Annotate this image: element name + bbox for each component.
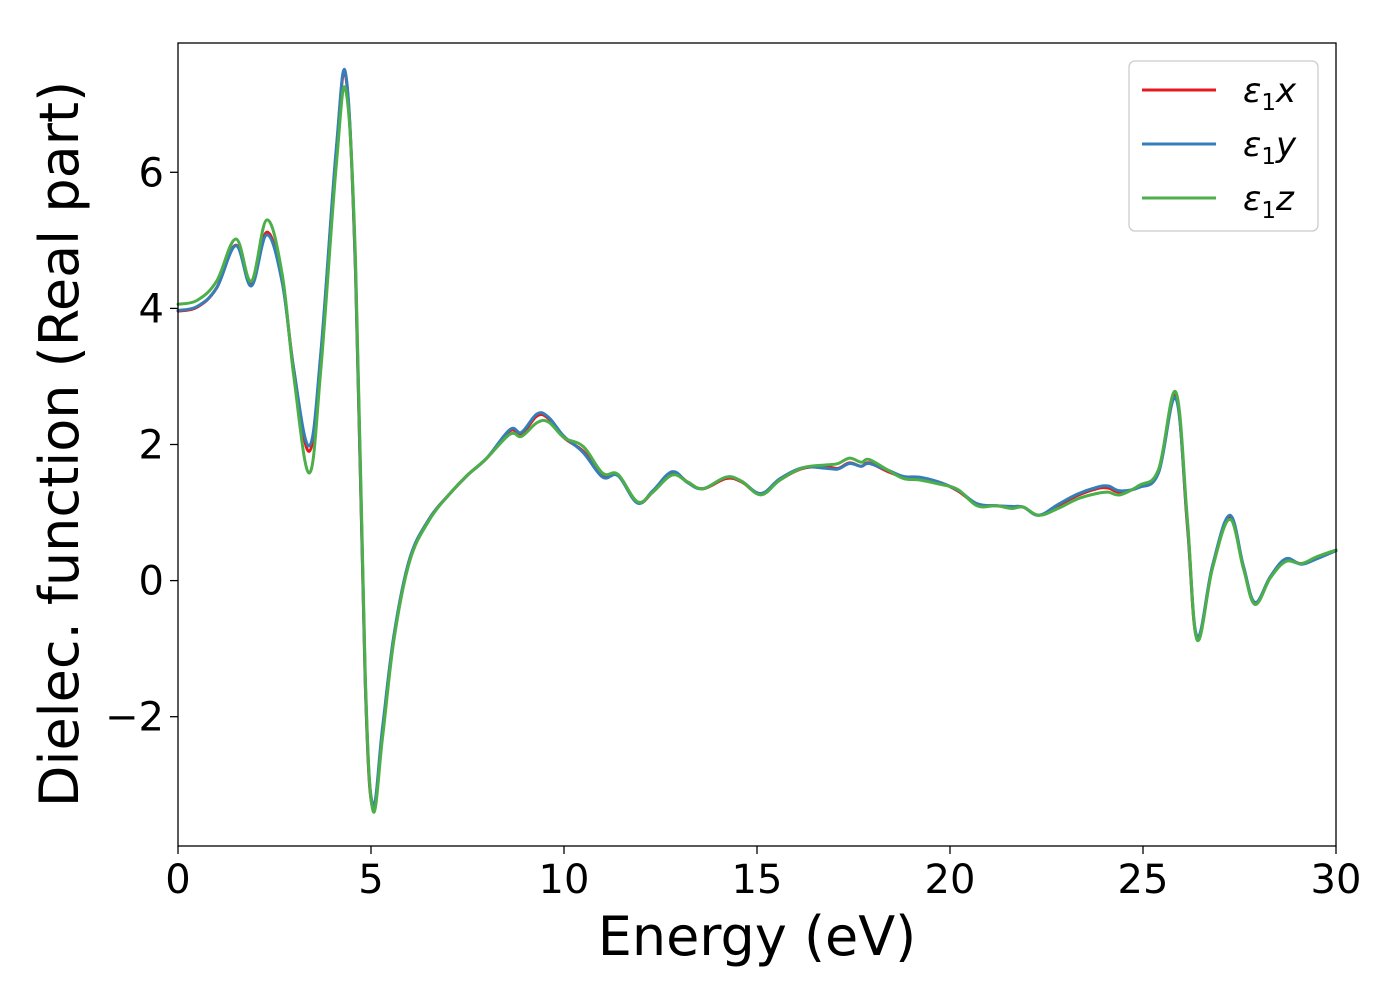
x-tick-label: 25 — [1118, 857, 1169, 903]
x-tick-label: 15 — [732, 857, 783, 903]
x-axis-ticks: 0 5 10 15 20 25 30 — [165, 846, 1361, 903]
x-tick-label: 5 — [358, 857, 383, 903]
legend-label-x: ε1x — [1243, 71, 1297, 116]
y-tick-label: 0 — [139, 559, 164, 605]
x-tick-label: 20 — [925, 857, 976, 903]
y-tick-label: 4 — [139, 286, 164, 332]
y-tick-label: 6 — [139, 150, 164, 196]
legend-label-y: ε1y — [1243, 125, 1297, 170]
legend-label-z: ε1z — [1243, 179, 1295, 224]
y-tick-label: 2 — [139, 423, 164, 469]
series-line-z — [176, 85, 1338, 814]
y-tick-label: −2 — [105, 695, 164, 741]
y-axis-ticks: −2 0 2 4 6 — [105, 150, 178, 741]
legend-box — [1128, 60, 1319, 232]
x-axis-title: Energy (eV) — [598, 905, 917, 968]
series-group — [176, 67, 1338, 814]
legend: ε1x ε1y ε1z — [1128, 60, 1319, 232]
x-tick-label: 10 — [539, 857, 590, 903]
x-tick-label: 30 — [1311, 857, 1362, 903]
y-axis-title: Dielec. function (Real part) — [28, 81, 91, 807]
x-tick-label: 0 — [165, 857, 190, 903]
